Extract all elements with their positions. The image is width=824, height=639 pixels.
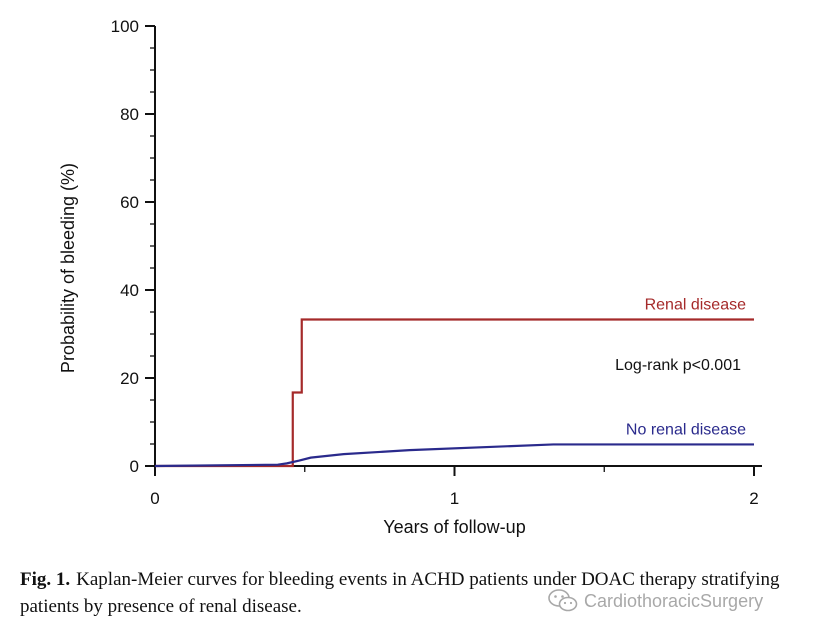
figure-caption: Fig. 1. Kaplan-Meier curves for bleeding …	[20, 566, 820, 620]
survival-curves	[154, 318, 754, 468]
y-tick-label: 20	[120, 369, 139, 388]
figure-label: Fig. 1.	[20, 569, 71, 590]
series-label: Renal disease	[645, 296, 747, 313]
kaplan-meier-chart: 0 20 40 60 80 100 0 1 2 Years of follow-up Probabi…	[58, 17, 762, 537]
watermark: CardiothoracicSurgery	[548, 586, 763, 616]
series-line-no-renal-disease	[154, 443, 754, 468]
x-tick-label: 0	[150, 489, 159, 508]
y-axis-title: Probability of bleeding (%)	[58, 163, 78, 373]
chart-labels: 0 20 40 60 80 100 0 1 2 Years of follow-up Probabi…	[58, 17, 759, 537]
x-tick-label: 2	[749, 489, 758, 508]
y-tick-label: 60	[120, 193, 139, 212]
series-line-renal-disease	[155, 318, 754, 468]
x-axis-title: Years of follow-up	[383, 517, 525, 537]
wechat-icon	[548, 588, 578, 614]
axes	[145, 25, 762, 476]
y-tick-label: 100	[111, 17, 139, 36]
y-tick-label: 80	[120, 105, 139, 124]
caption-text: Kaplan-Meier curves for bleeding events …	[20, 569, 780, 617]
kaplan-meier-figure: 0 20 40 60 80 100 0 1 2 Years of follow-up Probabi…	[58, 17, 762, 537]
log-rank-annotation: Log-rank p<0.001	[615, 357, 741, 374]
series-label: No renal disease	[626, 421, 746, 438]
y-tick-label: 40	[120, 281, 139, 300]
watermark-text: CardiothoracicSurgery	[584, 590, 764, 611]
x-tick-label: 1	[450, 489, 459, 508]
y-tick-label: 0	[130, 457, 139, 476]
